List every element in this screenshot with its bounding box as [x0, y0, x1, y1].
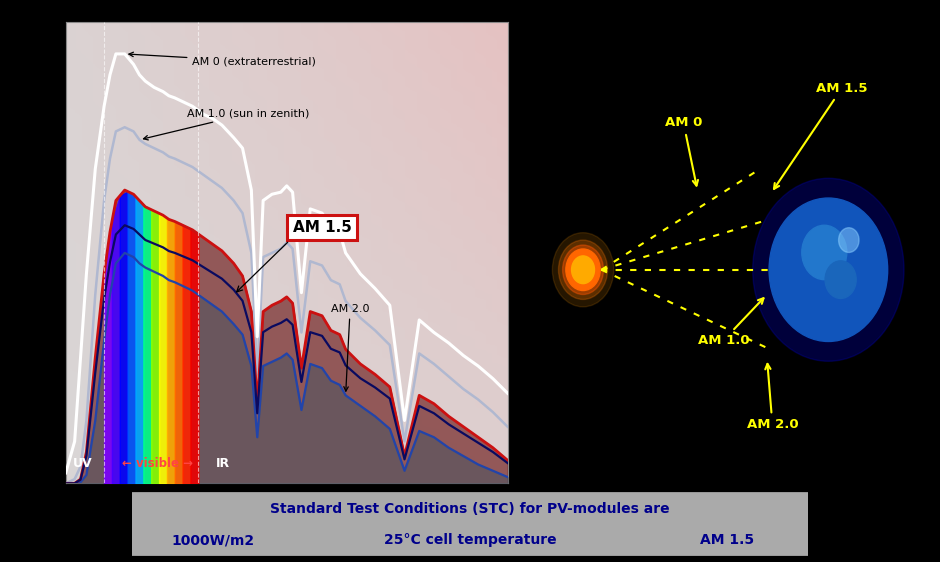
- Text: AM 1.0 (sun in zenith): AM 1.0 (sun in zenith): [144, 108, 309, 140]
- Text: AM 1.5: AM 1.5: [774, 81, 868, 189]
- Circle shape: [553, 233, 614, 307]
- Text: UV: UV: [73, 456, 93, 470]
- Text: AM 0: AM 0: [665, 116, 702, 185]
- Y-axis label: W / (m² x μm): W / (m² x μm): [8, 212, 22, 294]
- Text: AM 1.5: AM 1.5: [292, 220, 352, 235]
- Text: ← visible →: ← visible →: [122, 456, 193, 470]
- Circle shape: [572, 256, 594, 284]
- X-axis label: wavelength in nm: wavelength in nm: [230, 508, 343, 521]
- Circle shape: [753, 178, 904, 361]
- Text: AM 1.0: AM 1.0: [697, 298, 763, 347]
- Text: Standard Test Conditions (STC) for PV-modules are: Standard Test Conditions (STC) for PV-mo…: [270, 502, 670, 516]
- Text: 25°C cell temperature: 25°C cell temperature: [384, 533, 556, 547]
- Text: AM 2.0: AM 2.0: [331, 303, 369, 391]
- Circle shape: [838, 228, 859, 252]
- Circle shape: [562, 245, 603, 294]
- FancyBboxPatch shape: [111, 492, 829, 556]
- Text: AM 2.0: AM 2.0: [746, 364, 798, 431]
- Text: IR: IR: [216, 456, 230, 470]
- Text: AM 0 (extraterrestrial): AM 0 (extraterrestrial): [129, 52, 317, 66]
- Text: 1000W/m2: 1000W/m2: [171, 533, 255, 547]
- Circle shape: [558, 240, 607, 300]
- Text: AM 1.5: AM 1.5: [700, 533, 754, 547]
- Circle shape: [566, 249, 601, 291]
- Circle shape: [802, 225, 847, 280]
- Circle shape: [769, 198, 887, 342]
- Circle shape: [825, 261, 856, 298]
